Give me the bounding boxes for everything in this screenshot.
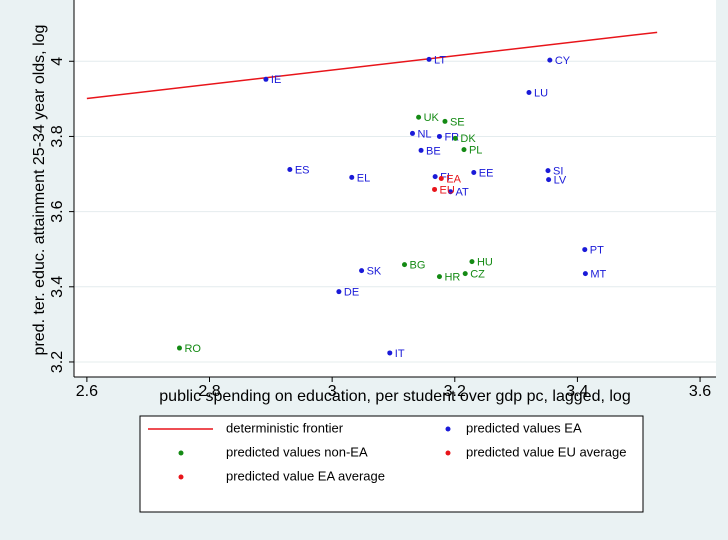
point-label: MT <box>590 269 606 281</box>
point <box>469 259 475 265</box>
point <box>432 174 438 180</box>
point <box>442 118 448 124</box>
point-label: DE <box>344 287 359 299</box>
point-label: SK <box>367 266 382 278</box>
point-label: SE <box>450 116 465 128</box>
point-label: EU <box>440 184 455 196</box>
point-label: EL <box>357 172 370 184</box>
point <box>349 174 355 180</box>
point <box>546 177 552 183</box>
point <box>452 135 458 141</box>
point <box>263 76 269 82</box>
point <box>359 268 365 274</box>
x-tick-label: 3.4 <box>566 383 588 400</box>
point-label: CY <box>555 55 571 67</box>
x-tick-label: 2.6 <box>76 383 98 400</box>
point <box>402 262 408 268</box>
point <box>447 189 453 195</box>
legend-label: predicted value EU average <box>466 444 626 459</box>
legend-label: predicted value EA average <box>226 468 385 483</box>
legend-key <box>445 450 451 456</box>
y-tick-label: 3.6 <box>49 200 66 222</box>
point <box>387 350 393 356</box>
legend-box <box>139 415 644 513</box>
point-label: UK <box>424 112 440 124</box>
point <box>409 130 415 136</box>
legend-key <box>178 450 184 456</box>
point-label: LU <box>534 87 548 99</box>
point <box>462 271 468 277</box>
point-label: HR <box>444 272 460 284</box>
y-tick-label: 3.8 <box>49 125 66 147</box>
point-label: FI <box>440 172 450 184</box>
x-axis-title: public spending on education, per studen… <box>159 388 630 405</box>
point <box>545 168 551 174</box>
point <box>526 89 532 95</box>
legend-label: predicted values non-EA <box>226 444 368 459</box>
point-label: PL <box>469 145 482 157</box>
point-label: IE <box>271 74 281 86</box>
point <box>426 56 432 62</box>
point <box>176 345 182 351</box>
y-tick-label: 3.4 <box>49 276 66 298</box>
point <box>418 147 424 153</box>
legend-label: predicted values EA <box>466 420 582 435</box>
x-tick-label: 2.8 <box>198 383 220 400</box>
point <box>461 147 467 153</box>
point-label: IT <box>395 348 405 360</box>
point <box>287 167 293 173</box>
legend-key <box>178 474 184 480</box>
point <box>471 170 477 176</box>
point <box>582 247 588 253</box>
x-tick-label: 3.2 <box>444 383 466 400</box>
point <box>336 289 342 295</box>
point-label: LT <box>434 54 446 66</box>
point-label: CZ <box>470 269 485 281</box>
x-tick-label: 3 <box>328 383 337 400</box>
legend-label: deterministic frontier <box>226 420 344 435</box>
point <box>432 186 438 192</box>
point-label: HU <box>477 257 493 269</box>
x-tick-label: 3.6 <box>689 383 711 400</box>
point-label: ES <box>295 164 310 176</box>
frontier-line <box>86 31 658 100</box>
point-label: PT <box>590 244 604 256</box>
point <box>416 114 422 120</box>
point-label: BG <box>410 260 426 272</box>
point <box>436 133 442 139</box>
y-tick-label: 3.2 <box>49 351 66 373</box>
point-label: AT <box>455 187 469 199</box>
plot-area <box>74 0 716 377</box>
point-label: SI <box>553 166 563 178</box>
point-label: BE <box>426 145 441 157</box>
point <box>436 274 442 280</box>
point <box>582 271 588 277</box>
point <box>438 176 444 182</box>
y-axis-title: pred. ter. educ. attainment 25-34 year o… <box>31 25 48 356</box>
point-label: EE <box>479 167 494 179</box>
point-label: EA <box>446 173 461 185</box>
point-label: NL <box>417 128 431 140</box>
y-tick-label: 4 <box>49 57 66 66</box>
point-label: DK <box>460 133 476 145</box>
point <box>547 57 553 63</box>
point-label: LV <box>554 175 567 187</box>
point-label: RO <box>184 343 201 355</box>
legend-key <box>445 426 451 432</box>
